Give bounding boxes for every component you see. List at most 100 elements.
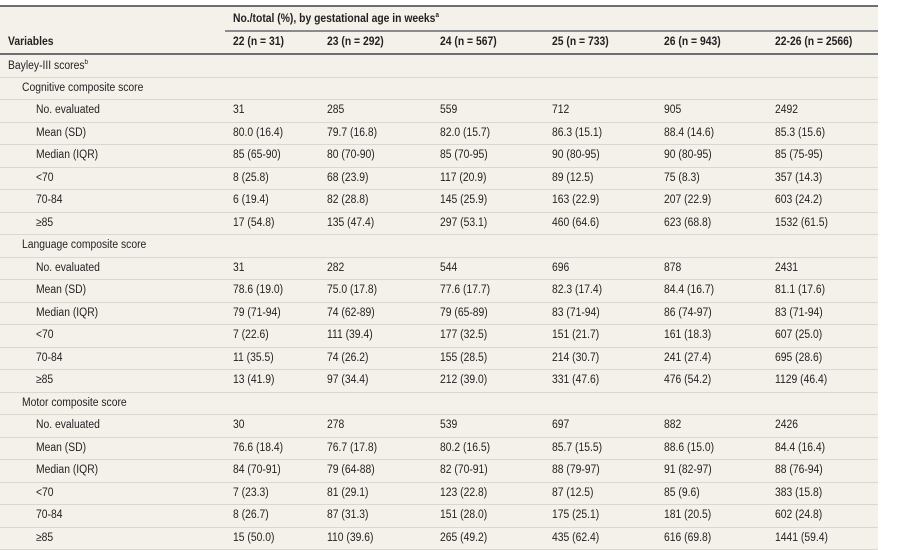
cell-value: 544	[440, 262, 457, 274]
cell-value: 161 (18.3)	[664, 329, 711, 341]
cell-value: 1129 (46.4)	[775, 374, 827, 386]
cell-value: 696	[552, 262, 569, 274]
cell-value: 241 (27.4)	[664, 352, 711, 364]
cell-value: 86.3 (15.1)	[552, 127, 602, 139]
table-row: Mean (SD)80.0 (16.4)79.7 (16.8)82.0 (15.…	[0, 123, 878, 146]
cell-value: 68 (23.9)	[327, 172, 368, 184]
cell-value: 7 (22.6)	[233, 329, 269, 341]
cell-value: 1532 (61.5)	[775, 217, 828, 229]
cell-value: 78.6 (19.0)	[233, 284, 283, 296]
cell-value: 82 (70-91)	[440, 464, 488, 476]
header-col: 22-26 (n = 2566)	[775, 36, 852, 48]
cell-value: 88.6 (15.0)	[664, 442, 714, 454]
table-row: Median (IQR)85 (65-90)80 (70-90)85 (70-9…	[0, 145, 878, 168]
cell-value: 79 (71-94)	[233, 307, 281, 319]
cell-value: 85 (75-95)	[775, 149, 823, 161]
cell-value: 82.0 (15.7)	[440, 127, 490, 139]
cell-value: 2426	[775, 419, 798, 431]
row-label: 70-84	[36, 352, 62, 364]
cell-value: 297 (53.1)	[440, 217, 487, 229]
cell-value: 83 (71-94)	[552, 307, 600, 319]
cell-value: 155 (28.5)	[440, 352, 487, 364]
row-label: Median (IQR)	[36, 464, 98, 476]
group-header-label: No./total (%), by gestational age in wee…	[233, 13, 435, 25]
cell-value: 80 (70-90)	[327, 149, 375, 161]
cell-value: 85 (9.6)	[664, 487, 700, 499]
table-row: Mean (SD)78.6 (19.0)75.0 (17.8)77.6 (17.…	[0, 280, 878, 303]
cell-value: 75.0 (17.8)	[327, 284, 377, 296]
cell-value: 265 (49.2)	[440, 532, 487, 544]
cell-value: 6 (19.4)	[233, 194, 269, 206]
cell-value: 79 (65-89)	[440, 307, 488, 319]
cell-value: 81 (29.1)	[327, 487, 368, 499]
footnote-marker: b	[85, 59, 89, 66]
cell-value: 13 (41.9)	[233, 374, 274, 386]
cell-value: 111 (39.4)	[327, 329, 373, 341]
cell-value: 616 (69.8)	[664, 532, 711, 544]
cell-value: 212 (39.0)	[440, 374, 487, 386]
header-col: 23 (n = 292)	[327, 36, 384, 48]
group-row: Cognitive composite score	[0, 78, 878, 101]
cell-value: 282	[327, 262, 344, 274]
row-label: 70-84	[36, 194, 62, 206]
cell-value: 712	[552, 104, 569, 116]
cell-value: 91 (82-97)	[664, 464, 712, 476]
cell-value: 151 (28.0)	[440, 509, 487, 521]
header-col: 26 (n = 943)	[664, 36, 721, 48]
cell-value: 695 (28.6)	[775, 352, 822, 364]
cell-value: 17 (54.8)	[233, 217, 274, 229]
row-label: No. evaluated	[36, 262, 100, 274]
section-row: Bayley-III scoresb	[0, 55, 878, 78]
cell-value: 878	[664, 262, 681, 274]
cell-value: 1441 (59.4)	[775, 532, 828, 544]
cell-value: 285	[327, 104, 344, 116]
section-label: Bayley-III scores	[8, 60, 85, 72]
cell-value: 30	[233, 419, 245, 431]
cell-value: 82.3 (17.4)	[552, 284, 602, 296]
cell-value: 539	[440, 419, 457, 431]
cell-value: 607 (25.0)	[775, 329, 822, 341]
header-col: 25 (n = 733)	[552, 36, 609, 48]
cell-value: 76.6 (18.4)	[233, 442, 283, 454]
cell-value: 90 (80-95)	[664, 149, 712, 161]
cell-value: 86 (74-97)	[664, 307, 712, 319]
cell-value: 84.4 (16.4)	[775, 442, 825, 454]
cell-value: 81.1 (17.6)	[775, 284, 825, 296]
cell-value: 2431	[775, 262, 798, 274]
cell-value: 145 (25.9)	[440, 194, 487, 206]
cell-value: 85.7 (15.5)	[552, 442, 602, 454]
results-table: No./total (%), by gestational age in wee…	[0, 5, 878, 550]
cell-value: 83 (71-94)	[775, 307, 823, 319]
cell-value: 85 (70-95)	[440, 149, 488, 161]
cell-value: 88 (79-97)	[552, 464, 600, 476]
footnote-marker: a	[435, 12, 439, 19]
cell-value: 110 (39.6)	[327, 532, 373, 544]
row-label: ≥85	[36, 532, 53, 544]
cell-value: 82 (28.8)	[327, 194, 368, 206]
row-label: <70	[36, 172, 54, 184]
row-label: Median (IQR)	[36, 149, 98, 161]
cell-value: 79.7 (16.8)	[327, 127, 377, 139]
cell-value: 84 (70-91)	[233, 464, 281, 476]
cell-value: 181 (20.5)	[664, 509, 711, 521]
cell-value: 123 (22.8)	[440, 487, 487, 499]
row-label: No. evaluated	[36, 104, 100, 116]
cell-value: 383 (15.8)	[775, 487, 822, 499]
row-label: Median (IQR)	[36, 307, 98, 319]
cell-value: 15 (50.0)	[233, 532, 274, 544]
cell-value: 7 (23.3)	[233, 487, 269, 499]
cell-value: 214 (30.7)	[552, 352, 599, 364]
row-label: No. evaluated	[36, 419, 100, 431]
row-label: <70	[36, 487, 54, 499]
cell-value: 163 (22.9)	[552, 194, 599, 206]
cell-value: 75 (8.3)	[664, 172, 700, 184]
